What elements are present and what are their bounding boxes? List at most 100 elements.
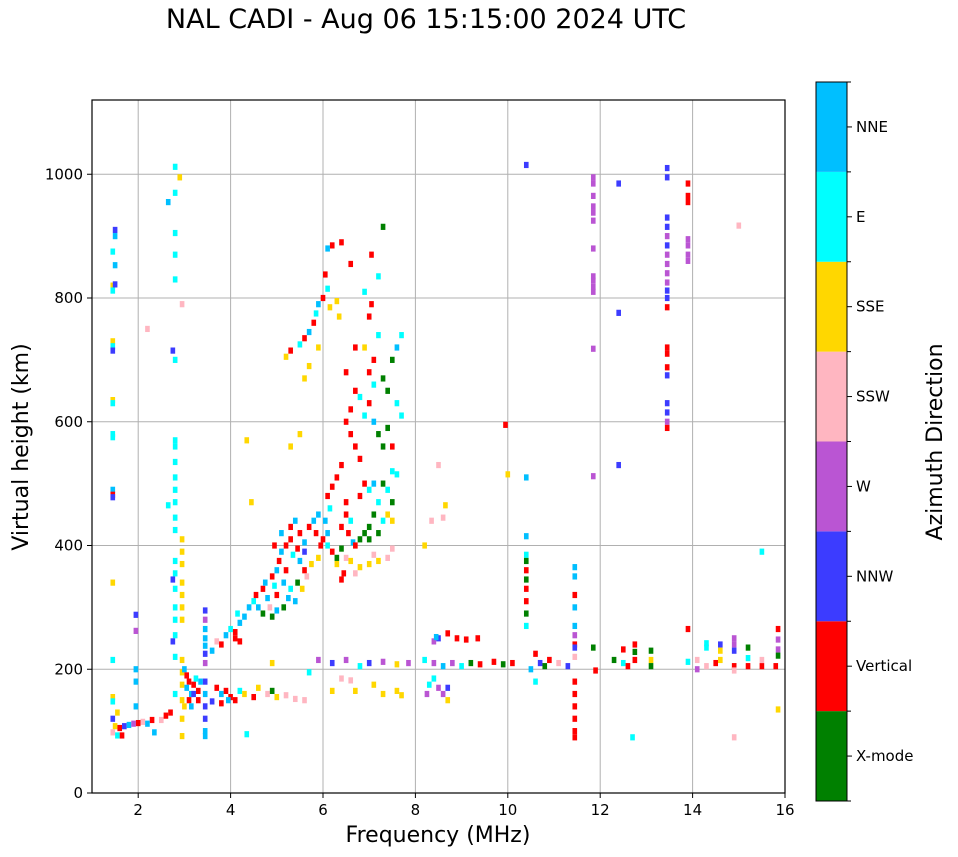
data-point xyxy=(110,729,116,736)
data-point xyxy=(565,663,571,670)
data-point xyxy=(590,180,596,187)
data-point xyxy=(110,656,116,664)
data-point xyxy=(172,690,178,698)
data-point xyxy=(306,362,312,370)
x-axis-label: Frequency (MHz) xyxy=(346,823,531,848)
data-point xyxy=(376,530,381,537)
data-point xyxy=(664,409,670,416)
data-point xyxy=(112,723,118,730)
data-point xyxy=(110,338,116,345)
data-point xyxy=(288,523,293,531)
data-point xyxy=(202,703,208,710)
data-point xyxy=(209,647,215,654)
colorbar-tick-label: NNE xyxy=(856,118,888,136)
data-point xyxy=(191,690,196,698)
data-point xyxy=(297,431,303,438)
data-point xyxy=(523,161,529,169)
data-point xyxy=(648,647,654,654)
data-point xyxy=(202,607,208,614)
data-point xyxy=(357,663,363,670)
data-point xyxy=(149,716,155,724)
data-point xyxy=(477,661,483,668)
data-point xyxy=(394,344,400,351)
data-point xyxy=(112,233,118,240)
colorbar-tick-label: Vertical xyxy=(856,657,912,675)
data-point xyxy=(145,325,150,333)
data-point xyxy=(235,610,240,617)
data-point xyxy=(329,548,335,555)
data-point xyxy=(664,242,670,249)
data-point xyxy=(664,424,670,432)
data-point xyxy=(366,400,372,407)
data-point xyxy=(616,309,621,316)
data-point xyxy=(202,650,208,657)
data-point xyxy=(325,245,330,252)
data-point xyxy=(572,703,578,710)
data-point xyxy=(253,591,259,599)
data-point xyxy=(110,400,116,407)
data-point xyxy=(685,199,691,206)
data-point xyxy=(269,613,275,620)
data-point xyxy=(731,663,737,670)
data-point xyxy=(376,431,381,438)
data-point xyxy=(406,659,411,667)
data-point xyxy=(172,458,178,466)
data-point xyxy=(503,421,508,428)
data-point xyxy=(394,661,400,668)
data-point xyxy=(219,690,224,698)
data-point xyxy=(306,523,312,531)
data-point xyxy=(775,636,781,643)
data-point xyxy=(353,570,358,577)
data-point xyxy=(313,530,319,537)
data-point xyxy=(274,607,280,614)
data-point xyxy=(334,560,340,568)
data-point xyxy=(500,661,506,668)
data-point xyxy=(380,517,386,524)
data-point xyxy=(664,287,670,294)
data-point xyxy=(523,610,529,617)
data-point xyxy=(115,732,120,739)
data-point xyxy=(348,406,354,413)
data-point xyxy=(232,635,238,642)
data-point xyxy=(110,579,116,586)
x-tick-label: 16 xyxy=(775,801,794,819)
data-point xyxy=(292,598,298,605)
data-point xyxy=(685,192,691,199)
data-point xyxy=(286,595,291,602)
data-point xyxy=(334,474,340,481)
data-point xyxy=(276,557,282,565)
data-point xyxy=(202,616,208,623)
colorbar-tick-label: SSW xyxy=(856,388,890,406)
data-point xyxy=(299,585,305,592)
data-point xyxy=(179,697,185,704)
y-tick-label: 1000 xyxy=(45,165,83,183)
data-point xyxy=(380,690,386,698)
data-point xyxy=(179,732,185,740)
data-point xyxy=(616,180,621,187)
data-point xyxy=(422,656,427,664)
data-point xyxy=(225,697,231,704)
x-axis-ticks: 2 4 6 8 10 12 14 16 xyxy=(133,793,795,819)
data-point xyxy=(436,461,441,469)
data-point xyxy=(371,511,377,518)
data-point xyxy=(357,564,363,571)
data-point xyxy=(283,692,289,699)
data-point xyxy=(223,632,229,639)
data-point xyxy=(366,486,372,493)
data-point xyxy=(685,257,691,264)
data-point xyxy=(189,703,194,710)
data-point xyxy=(313,310,319,317)
data-point xyxy=(172,229,178,237)
data-point xyxy=(179,536,185,543)
data-point xyxy=(572,734,578,741)
data-point xyxy=(718,647,723,654)
data-point xyxy=(237,687,243,694)
data-point xyxy=(380,223,386,230)
data-point xyxy=(429,517,434,524)
data-point xyxy=(542,663,548,670)
data-point xyxy=(122,723,127,730)
x-tick-label: 2 xyxy=(133,801,143,819)
data-point xyxy=(316,656,321,664)
data-point xyxy=(431,659,437,667)
data-point xyxy=(202,715,208,722)
